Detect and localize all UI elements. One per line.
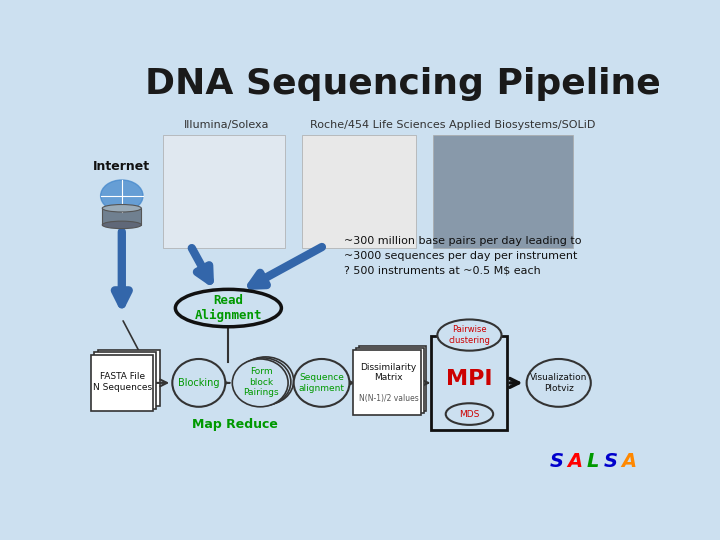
FancyBboxPatch shape bbox=[98, 349, 160, 406]
Text: A: A bbox=[621, 453, 636, 471]
Ellipse shape bbox=[446, 403, 493, 425]
Text: Read
Alignment: Read Alignment bbox=[194, 294, 262, 322]
Text: FASTA File
N Sequences: FASTA File N Sequences bbox=[94, 373, 153, 392]
Circle shape bbox=[101, 180, 143, 212]
Ellipse shape bbox=[526, 359, 591, 407]
Text: Form
block
Pairings: Form block Pairings bbox=[243, 367, 279, 397]
Ellipse shape bbox=[176, 289, 282, 327]
Ellipse shape bbox=[102, 221, 141, 228]
Text: Map Reduce: Map Reduce bbox=[192, 418, 278, 431]
Text: L: L bbox=[587, 453, 599, 471]
FancyBboxPatch shape bbox=[354, 350, 421, 415]
FancyBboxPatch shape bbox=[91, 355, 153, 411]
Text: Applied Biosystems/SOLiD: Applied Biosystems/SOLiD bbox=[449, 120, 595, 130]
Text: S: S bbox=[603, 453, 618, 471]
Ellipse shape bbox=[233, 359, 288, 407]
Text: Illumina/Solexa: Illumina/Solexa bbox=[184, 120, 269, 130]
Ellipse shape bbox=[102, 205, 141, 212]
Text: Sequence
alignment: Sequence alignment bbox=[299, 373, 345, 393]
Ellipse shape bbox=[437, 320, 502, 350]
Text: N(N-1)/2 values: N(N-1)/2 values bbox=[359, 394, 418, 403]
Text: MPI: MPI bbox=[446, 369, 492, 389]
Text: Internet: Internet bbox=[94, 160, 150, 173]
FancyBboxPatch shape bbox=[302, 136, 416, 248]
Text: Roche/454 Life Sciences: Roche/454 Life Sciences bbox=[310, 120, 445, 130]
FancyBboxPatch shape bbox=[94, 352, 156, 409]
FancyBboxPatch shape bbox=[433, 136, 572, 248]
Text: S: S bbox=[550, 453, 564, 471]
Ellipse shape bbox=[294, 359, 349, 407]
FancyBboxPatch shape bbox=[356, 348, 423, 413]
FancyBboxPatch shape bbox=[163, 136, 285, 248]
Text: DNA Sequencing Pipeline: DNA Sequencing Pipeline bbox=[145, 66, 660, 100]
Ellipse shape bbox=[238, 357, 294, 404]
Text: Pairwise
clustering: Pairwise clustering bbox=[449, 326, 490, 345]
FancyBboxPatch shape bbox=[431, 336, 508, 430]
Text: MDS: MDS bbox=[459, 409, 480, 418]
Text: Dissimilarity
Matrix: Dissimilarity Matrix bbox=[361, 363, 417, 382]
FancyBboxPatch shape bbox=[359, 346, 426, 411]
Text: ~300 million base pairs per day leading to
~3000 sequences per day per instrumen: ~300 million base pairs per day leading … bbox=[344, 237, 581, 276]
Bar bbox=[102, 208, 141, 225]
Text: Visualization
Plotviz: Visualization Plotviz bbox=[530, 373, 588, 393]
Text: Blocking: Blocking bbox=[178, 378, 220, 388]
Ellipse shape bbox=[235, 358, 291, 406]
Ellipse shape bbox=[172, 359, 225, 407]
Text: A: A bbox=[567, 453, 582, 471]
